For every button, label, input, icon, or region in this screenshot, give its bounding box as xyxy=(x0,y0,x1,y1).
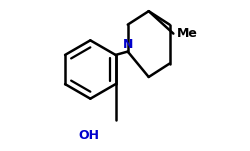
Text: N: N xyxy=(123,38,133,51)
Text: Me: Me xyxy=(176,27,197,40)
Text: OH: OH xyxy=(78,129,99,142)
